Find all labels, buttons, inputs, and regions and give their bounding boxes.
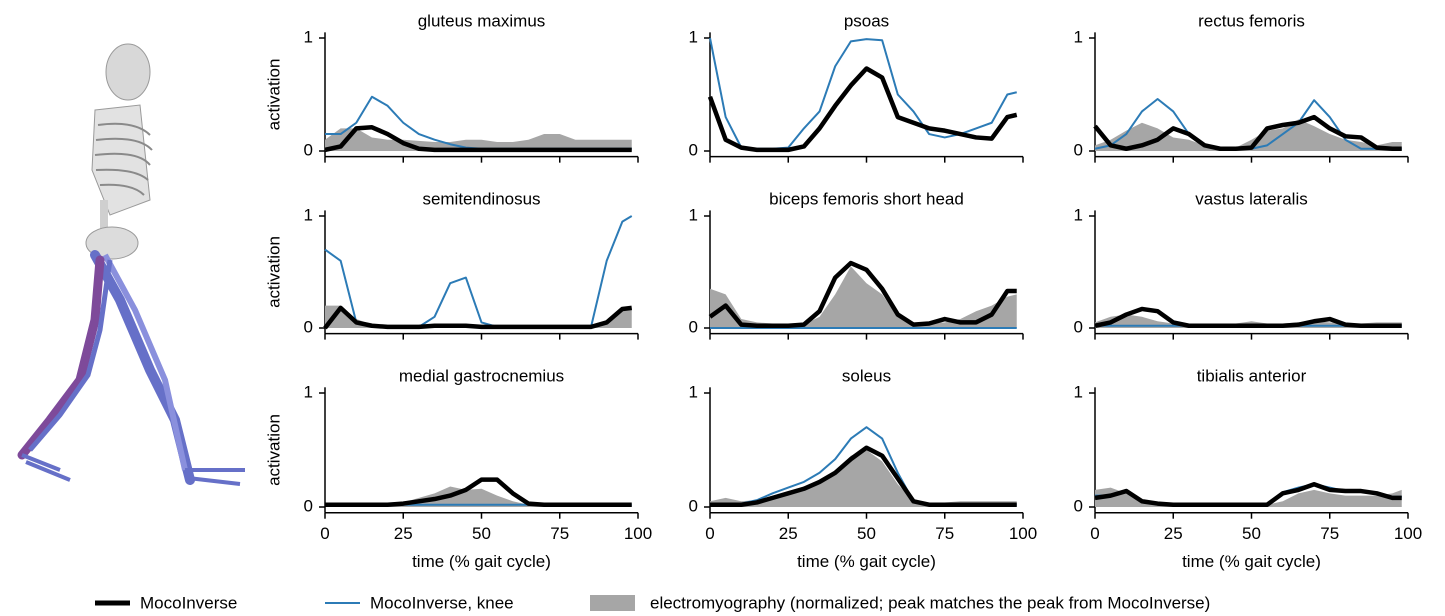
moco-line: [325, 477, 632, 507]
skeleton-illustration: [17, 43, 245, 486]
panel: 0 1 vastus lateralis: [1074, 189, 1409, 340]
x-tick-label: 25: [394, 524, 413, 543]
emg-area: [710, 450, 1017, 507]
x-tick-label: 25: [779, 524, 798, 543]
panel-title: biceps femoris short head: [769, 189, 964, 208]
y-tick-label: 0: [1074, 140, 1083, 159]
y-tick-label: 0: [304, 140, 313, 159]
emg-area: [1095, 487, 1402, 507]
panel: 0 1 0 25 50 75 100 medial gastrocnemius activati…: [264, 366, 652, 571]
legend-label: electromyography (normalized; peak match…: [650, 593, 1210, 612]
panel-title: psoas: [844, 11, 889, 30]
x-tick-label: 0: [320, 524, 329, 543]
x-tick-label: 50: [857, 524, 876, 543]
moco-line: [323, 305, 633, 330]
legend-swatch: [590, 595, 635, 611]
legend: MocoInverse MocoInverse, knee electromyo…: [95, 593, 1210, 612]
y-tick-label: 1: [1074, 382, 1083, 401]
panel-title: vastus lateralis: [1195, 189, 1307, 208]
y-tick-label: 0: [689, 140, 698, 159]
panel: 0 1 psoas: [689, 11, 1024, 163]
knee-line: [324, 215, 633, 328]
moco-line: [324, 125, 632, 153]
panel: 0 1 0 25 50 75 100 soleus time (% gait cycle): [689, 366, 1038, 571]
moco-line: [708, 260, 1017, 329]
panel-title: soleus: [842, 366, 891, 385]
y-tick-label: 1: [304, 205, 313, 224]
y-tick-label: 0: [689, 496, 698, 515]
panel: 0 1 gluteus maximus activation: [264, 11, 639, 163]
emg-area: [325, 128, 632, 151]
x-axis-label: time (% gait cycle): [797, 552, 936, 571]
panel-title: gluteus maximus: [418, 11, 546, 30]
panel: 0 1 biceps femoris short head: [689, 189, 1024, 340]
y-tick-label: 0: [304, 496, 313, 515]
emg-area: [325, 486, 632, 507]
panel-title: semitendinosus: [422, 189, 540, 208]
moco-line: [707, 66, 1018, 153]
panel-title: medial gastrocnemius: [399, 366, 564, 385]
panel: 0 1 0 25 50 75 100 tibialis anterior time (% gai…: [1074, 366, 1423, 571]
moco-line: [1093, 114, 1402, 151]
moco-line: [1094, 306, 1402, 329]
y-tick-label: 1: [689, 382, 698, 401]
y-tick-label: 1: [689, 27, 698, 46]
moco-line: [1094, 481, 1402, 507]
panel-title: rectus femoris: [1198, 11, 1305, 30]
x-tick-label: 75: [550, 524, 569, 543]
knee-line: [709, 37, 1017, 150]
x-tick-label: 100: [624, 524, 652, 543]
y-tick-label: 0: [1074, 317, 1083, 336]
panel: 0 1 semitendinosus activation: [264, 189, 639, 340]
y-axis-label: activation: [264, 236, 283, 308]
x-tick-label: 75: [1320, 524, 1339, 543]
panel-title: tibialis anterior: [1197, 366, 1307, 385]
y-tick-label: 0: [1074, 496, 1083, 515]
x-tick-label: 25: [1164, 524, 1183, 543]
y-axis-label: activation: [264, 414, 283, 486]
moco-line: [710, 445, 1017, 507]
y-tick-label: 1: [304, 382, 313, 401]
legend-label: MocoInverse, knee: [370, 593, 514, 612]
y-tick-label: 0: [689, 317, 698, 336]
x-tick-label: 100: [1394, 524, 1422, 543]
legend-label: MocoInverse: [140, 593, 237, 612]
y-tick-label: 0: [304, 317, 313, 336]
y-axis-label: activation: [264, 59, 283, 131]
x-tick-label: 0: [705, 524, 714, 543]
x-tick-label: 50: [472, 524, 491, 543]
x-tick-label: 100: [1009, 524, 1037, 543]
y-tick-label: 1: [1074, 205, 1083, 224]
emg-area: [1095, 119, 1402, 151]
panel: 0 1 rectus femoris: [1074, 11, 1409, 163]
emg-area: [1095, 314, 1402, 328]
y-tick-label: 1: [304, 27, 313, 46]
y-tick-label: 1: [1074, 27, 1083, 46]
y-tick-label: 1: [689, 205, 698, 224]
x-tick-label: 0: [1090, 524, 1099, 543]
x-tick-label: 75: [935, 524, 954, 543]
emg-area: [710, 266, 1017, 328]
x-tick-label: 50: [1242, 524, 1261, 543]
x-axis-label: time (% gait cycle): [1182, 552, 1321, 571]
x-axis-label: time (% gait cycle): [412, 552, 551, 571]
